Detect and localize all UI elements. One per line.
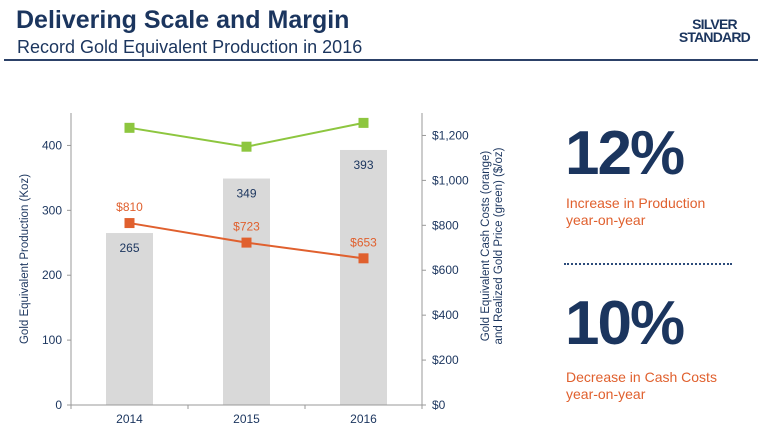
y-axis-title: Gold Equivalent Production (Koz) [19, 174, 31, 344]
stat-production-desc: Increase in Production year-on-year [566, 195, 705, 229]
y-right-tick-label: $400 [432, 308, 459, 322]
x-tick-label: 2016 [350, 412, 377, 426]
x-tick-label: 2015 [233, 412, 260, 426]
y-right-tick-label: $200 [432, 353, 459, 367]
cash-cost-marker [358, 253, 369, 264]
page-title: Delivering Scale and Margin [16, 6, 350, 34]
y-tick-label: 0 [55, 398, 62, 412]
stat-cost-value: 10% [565, 289, 685, 358]
divider-dotted [564, 263, 732, 265]
y-right-tick-label: $800 [432, 218, 459, 232]
stat-desc-line: year-on-year [566, 212, 646, 228]
stat-cost-desc: Decrease in Cash Costs year-on-year [566, 369, 717, 403]
y-right-tick-label: $0 [432, 398, 446, 412]
gold-price-marker [358, 117, 369, 128]
x-tick-label: 2014 [116, 412, 143, 426]
y-tick-label: 300 [42, 203, 62, 217]
bar-label: 349 [236, 187, 256, 201]
y-tick-label: 100 [42, 333, 62, 347]
y-right-tick-label: $1,200 [432, 128, 469, 142]
y-right-tick-label: $600 [432, 263, 459, 277]
bar-2016 [340, 149, 387, 405]
cash-cost-marker [241, 237, 252, 248]
y-right-axis-title: and Realized Gold Price (green) ($/oz) [493, 147, 505, 344]
stat-desc-line: Decrease in Cash Costs [566, 369, 717, 385]
bar-label: 393 [353, 158, 373, 172]
bar-2015 [223, 178, 270, 405]
bar-label: 265 [119, 241, 139, 255]
cash-cost-label: $653 [350, 235, 377, 249]
y-tick-label: 400 [42, 138, 62, 152]
y-tick-label: 200 [42, 268, 62, 282]
stat-desc-line: year-on-year [566, 386, 646, 402]
cash-cost-label: $810 [116, 200, 143, 214]
header-divider [4, 59, 758, 61]
page-subtitle: Record Gold Equivalent Production in 201… [17, 37, 363, 57]
stat-desc-line: Increase in Production [566, 195, 706, 211]
y-right-axis-title: Gold Equivalent Cash Costs (orange) [480, 151, 492, 342]
gold-price-marker [124, 122, 135, 133]
y-right-tick-label: $1,000 [432, 173, 469, 187]
cash-cost-marker [124, 218, 135, 229]
company-logo: SILVER STANDARD [678, 16, 751, 45]
production-chart: 265 349 393 0 100 200 300 400 $0 $200 $400 $600 $800… [19, 113, 505, 426]
stat-production-value: 12% [565, 119, 685, 188]
cash-cost-label: $723 [233, 220, 260, 234]
bar-2014 [106, 233, 153, 405]
gold-price-marker [241, 141, 252, 152]
